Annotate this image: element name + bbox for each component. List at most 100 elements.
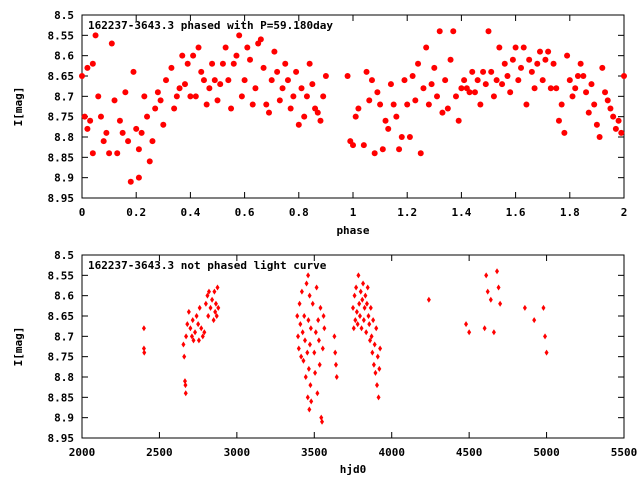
data-point bbox=[588, 81, 595, 88]
data-point bbox=[279, 85, 286, 92]
data-point bbox=[125, 138, 132, 145]
y-axis-label: I[mag] bbox=[12, 87, 25, 127]
data-point bbox=[108, 40, 115, 47]
y-tick-label: 8.5 bbox=[54, 249, 74, 262]
data-point bbox=[375, 353, 380, 360]
data-point bbox=[368, 77, 375, 84]
data-point bbox=[295, 121, 302, 128]
data-point bbox=[555, 117, 562, 124]
data-point bbox=[312, 349, 317, 356]
data-points bbox=[141, 268, 549, 425]
data-point bbox=[564, 52, 571, 59]
data-point bbox=[361, 280, 366, 287]
data-point bbox=[493, 77, 500, 84]
data-point bbox=[274, 68, 281, 75]
data-point bbox=[307, 341, 312, 348]
data-point bbox=[333, 349, 338, 356]
data-point bbox=[208, 304, 213, 311]
x-tick-label: 5500 bbox=[611, 446, 638, 459]
data-point bbox=[610, 113, 617, 120]
data-point bbox=[219, 60, 226, 67]
data-point bbox=[303, 374, 308, 380]
data-point bbox=[103, 129, 110, 136]
data-point bbox=[569, 93, 576, 100]
y-tick-label: 8.9 bbox=[54, 172, 74, 185]
data-point bbox=[488, 68, 495, 75]
data-point bbox=[152, 105, 159, 112]
data-point bbox=[322, 325, 327, 332]
data-point bbox=[217, 81, 224, 88]
data-points bbox=[79, 28, 627, 185]
data-point bbox=[184, 333, 189, 340]
data-point bbox=[190, 52, 197, 59]
plot-frame bbox=[81, 254, 625, 439]
data-point bbox=[173, 93, 180, 100]
data-point bbox=[199, 325, 204, 332]
data-point bbox=[604, 97, 611, 104]
data-point bbox=[439, 109, 446, 116]
phased-light-curve-panel: 8.5 8.55 8.6 8.65 8.7 8.75 8.8 8.85 8.9 8.95 0 0.2… bbox=[12, 9, 627, 237]
data-point bbox=[127, 178, 134, 185]
data-point bbox=[458, 85, 465, 92]
data-point bbox=[417, 150, 424, 157]
data-point bbox=[357, 300, 362, 307]
data-point bbox=[531, 85, 538, 92]
data-point bbox=[480, 68, 487, 75]
data-point bbox=[532, 317, 537, 324]
data-point bbox=[198, 68, 205, 75]
data-point bbox=[230, 60, 237, 67]
data-point bbox=[188, 325, 193, 332]
data-point bbox=[191, 337, 196, 344]
x-tick-label: 0.4 bbox=[180, 206, 200, 219]
data-point bbox=[320, 345, 325, 352]
plot-title: 162237-3643.3 phased with P=59.180day bbox=[88, 19, 333, 32]
data-point bbox=[367, 321, 372, 328]
data-point bbox=[308, 382, 313, 389]
data-point bbox=[203, 101, 210, 108]
data-point bbox=[455, 117, 462, 124]
data-point bbox=[192, 93, 199, 100]
data-point bbox=[361, 317, 366, 324]
data-point bbox=[522, 304, 527, 311]
data-point bbox=[211, 317, 216, 324]
data-point bbox=[307, 292, 312, 299]
data-point bbox=[379, 146, 386, 153]
y-tick-label: 8.5 bbox=[54, 9, 74, 22]
data-point bbox=[374, 89, 381, 96]
data-point bbox=[356, 272, 361, 279]
y-tick-label: 8.65 bbox=[48, 70, 75, 83]
data-point bbox=[490, 93, 497, 100]
data-point bbox=[321, 313, 326, 319]
data-point bbox=[585, 109, 592, 116]
data-point bbox=[599, 64, 606, 71]
data-point bbox=[206, 313, 211, 319]
data-point bbox=[353, 317, 358, 324]
data-point bbox=[461, 77, 468, 84]
data-point bbox=[313, 369, 318, 376]
x-tick-label: 2500 bbox=[146, 446, 173, 459]
data-point bbox=[215, 284, 220, 291]
data-point bbox=[466, 89, 473, 96]
y-tick-label: 8.6 bbox=[54, 290, 74, 303]
data-point bbox=[194, 313, 199, 319]
data-point bbox=[182, 353, 187, 360]
data-point bbox=[376, 394, 381, 401]
data-point bbox=[354, 308, 359, 315]
data-point bbox=[370, 349, 375, 356]
data-point bbox=[252, 85, 259, 92]
x-tick-label: 1.2 bbox=[397, 206, 417, 219]
data-point bbox=[495, 268, 500, 275]
data-point bbox=[523, 101, 530, 108]
x-tick-label: 3500 bbox=[301, 446, 328, 459]
data-point bbox=[450, 28, 457, 35]
y-tick-label: 8.7 bbox=[54, 330, 74, 343]
x-tick-label: 4000 bbox=[378, 446, 405, 459]
data-point bbox=[228, 105, 235, 112]
data-point bbox=[577, 60, 584, 67]
data-point bbox=[303, 93, 310, 100]
data-point bbox=[196, 337, 201, 344]
data-point bbox=[420, 85, 427, 92]
data-point bbox=[306, 272, 311, 279]
data-point bbox=[412, 97, 419, 104]
